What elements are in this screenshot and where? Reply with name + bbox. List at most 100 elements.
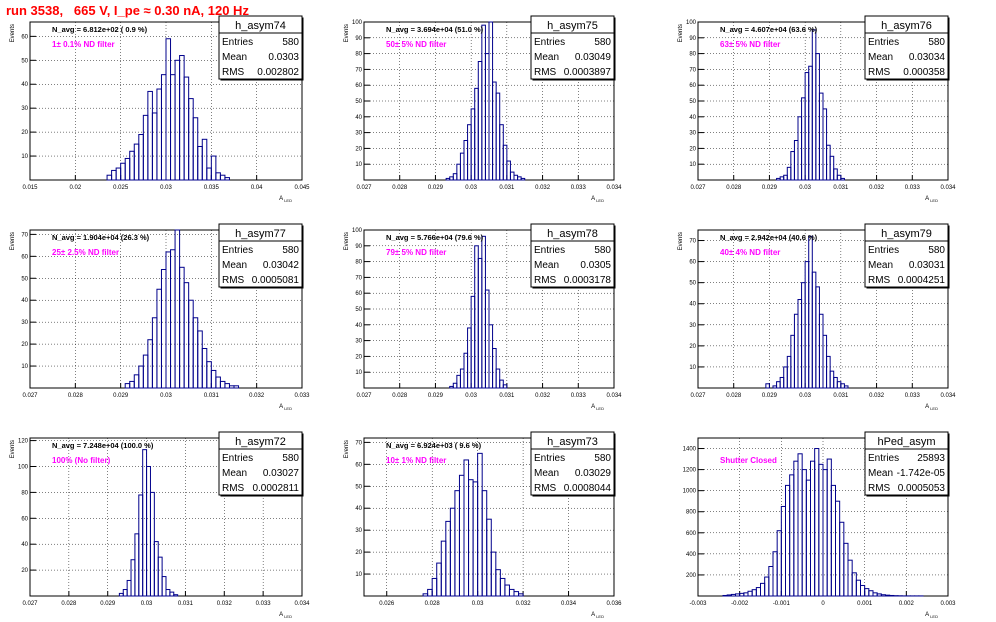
navg-label: N_avg = 2.942e+04 (40.6 %) <box>720 233 818 242</box>
histogram-bar <box>492 348 497 389</box>
x-tick-label: 0.003 <box>940 601 956 607</box>
histogram-bar <box>518 593 524 597</box>
filter-annotation: 63± 5% ND filter <box>720 40 780 49</box>
y-tick-label: 80 <box>689 52 696 58</box>
y-tick-label: 30 <box>689 323 696 329</box>
filter-annotation: Shutter Closed <box>720 456 777 465</box>
x-axis-label: A LED <box>925 404 938 411</box>
x-tick-label: 0.032 <box>869 393 885 399</box>
x-tick-label: 0.027 <box>22 393 38 399</box>
x-tick-label: 0.031 <box>204 393 220 399</box>
y-tick-label: 30 <box>21 106 28 112</box>
navg-label: N_avg = 7.248e+04 (100.0 %) <box>52 441 154 450</box>
navg-label: N_avg = 5.766e+04 (79.6 %) <box>386 233 484 242</box>
y-tick-label: 70 <box>355 440 362 446</box>
histogram-bar <box>722 594 728 597</box>
y-tick-label: 20 <box>21 568 28 574</box>
stats-label: Mean <box>534 52 559 63</box>
stats-box <box>530 15 615 80</box>
stats-value: 0.0003897 <box>564 67 612 78</box>
histogram-bar <box>765 383 770 389</box>
x-tick-label: 0.032 <box>535 393 551 399</box>
y-tick-label: 70 <box>355 275 362 281</box>
y-axis-label: Events <box>10 24 16 42</box>
x-tick-label: 0.029 <box>428 393 444 399</box>
y-tick-label: 20 <box>21 342 28 348</box>
y-axis-label: Events <box>344 24 350 42</box>
stats-value: 580 <box>928 245 945 256</box>
x-tick-label: 0.032 <box>869 185 885 191</box>
histogram-bar <box>502 384 508 389</box>
y-tick-label: 100 <box>18 464 29 470</box>
x-tick-label: 0.028 <box>61 601 77 607</box>
y-tick-label: 20 <box>689 146 696 152</box>
y-tick-label: 50 <box>355 484 362 490</box>
x-tick-label: 0.027 <box>356 185 372 191</box>
x-tick-label: 0.028 <box>392 393 408 399</box>
y-tick-label: 50 <box>355 307 362 313</box>
y-tick-label: 10 <box>689 162 696 168</box>
histogram-bar <box>840 177 845 181</box>
x-tick-label: 0.027 <box>690 393 706 399</box>
stats-label: Mean <box>222 468 247 479</box>
x-tick-label: 0.032 <box>535 185 551 191</box>
y-axis-label: Events <box>678 24 684 42</box>
stats-value: 580 <box>928 37 945 48</box>
stats-title: h_asym72 <box>235 436 286 448</box>
stats-label: RMS <box>222 67 245 78</box>
stats-value: 580 <box>282 453 299 464</box>
x-tick-label: 0.029 <box>762 393 778 399</box>
x-tick-label: 0.028 <box>425 601 441 607</box>
y-tick-label: 50 <box>21 276 28 282</box>
y-tick-label: 400 <box>686 552 697 558</box>
x-tick-label: 0.031 <box>499 185 515 191</box>
histogram-bar <box>169 591 175 597</box>
stats-label: Mean <box>534 260 559 271</box>
histogram-bar <box>843 385 849 389</box>
x-axis-label: A LED <box>591 404 604 411</box>
x-tick-label: 0.015 <box>22 185 38 191</box>
stats-value: 0.0303 <box>268 52 299 63</box>
stats-value: 0.000358 <box>903 67 945 78</box>
x-tick-label: 0.02 <box>69 185 81 191</box>
stats-label: Mean <box>534 468 559 479</box>
x-tick-label: 0.029 <box>428 185 444 191</box>
stats-label: Entries <box>222 245 253 256</box>
x-tick-label: 0.03 <box>160 185 172 191</box>
filter-annotation: 40± 4% ND filter <box>720 248 780 257</box>
y-tick-label: 60 <box>689 260 696 266</box>
x-tick-label: 0.035 <box>204 185 220 191</box>
stats-box <box>864 223 949 288</box>
stats-value: 0.03027 <box>263 468 300 479</box>
y-axis-label: Events <box>344 440 350 458</box>
x-tick-label: 0.028 <box>726 185 742 191</box>
x-tick-label: 0.032 <box>217 601 233 607</box>
filter-annotation: 50± 5% ND filter <box>386 40 446 49</box>
y-tick-label: 80 <box>355 52 362 58</box>
x-tick-label: 0.029 <box>113 393 129 399</box>
stats-label: Mean <box>868 52 893 63</box>
y-tick-label: 80 <box>21 490 28 496</box>
histogram-h_asym74: 0.015 0.02 0.025 0.03 0.035 0.04 0.045 10 20 30 40… <box>10 15 310 203</box>
navg-label: N_avg = 6.924e+03 ( 9.6 %) <box>386 441 482 450</box>
x-tick-label: -0.003 <box>689 601 707 607</box>
filter-annotation: 100% (No filter) <box>52 456 111 465</box>
y-tick-label: 40 <box>21 82 28 88</box>
y-tick-label: 30 <box>355 131 362 137</box>
stats-value: 0.0002811 <box>252 483 299 494</box>
stats-label: RMS <box>868 483 891 494</box>
histogram-bar <box>495 368 501 389</box>
x-tick-label: 0.029 <box>100 601 116 607</box>
x-axis-label: A LED <box>591 612 604 619</box>
y-tick-label: 50 <box>689 281 696 287</box>
stats-label: RMS <box>222 275 245 286</box>
x-tick-label: 0.03 <box>472 601 484 607</box>
x-tick-label: 0.031 <box>499 393 515 399</box>
histogram-bar <box>836 174 842 181</box>
x-tick-label: 0.027 <box>356 393 372 399</box>
navg-label: N_avg = 6.812e+02 ( 0.9 %) <box>52 25 148 34</box>
stats-box <box>530 431 615 496</box>
x-tick-label: 0.029 <box>762 185 778 191</box>
y-tick-label: 40 <box>355 506 362 512</box>
